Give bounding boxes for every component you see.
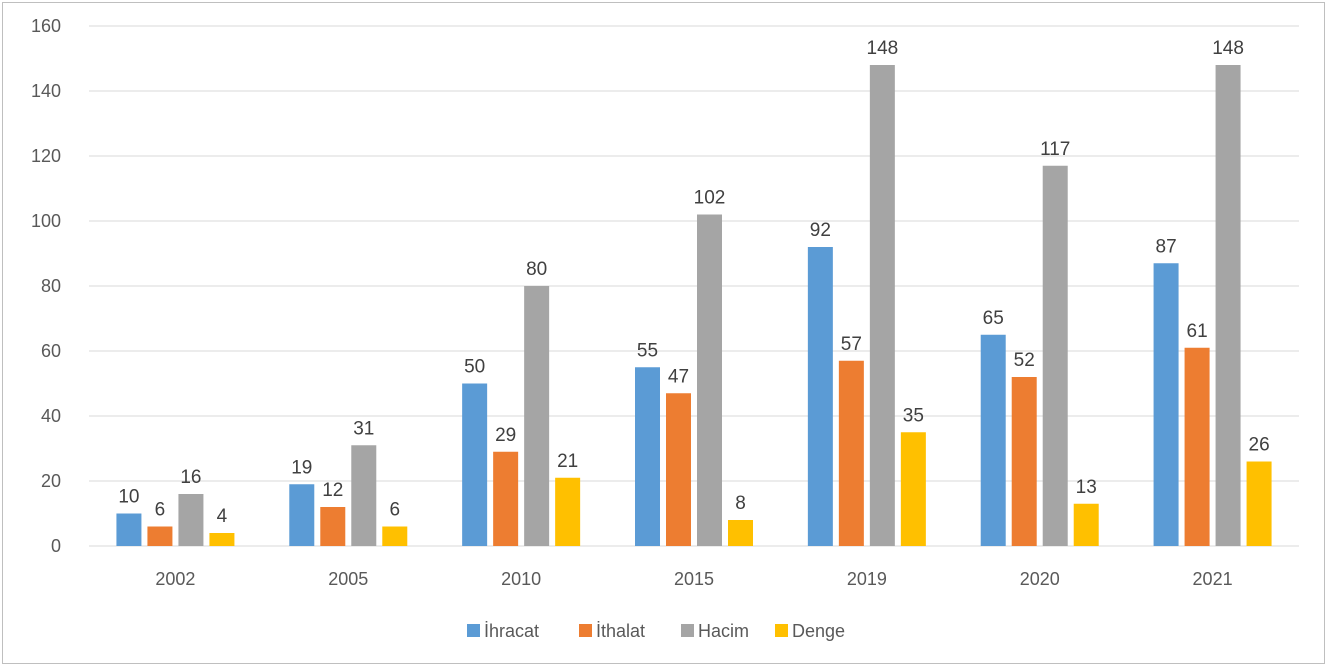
bar-hacim-2002 bbox=[178, 494, 204, 546]
legend-label: İthalat bbox=[596, 621, 645, 641]
data-labels: 1061641912316502980215547102892571483565… bbox=[118, 38, 1269, 527]
bar-denge-2019 bbox=[900, 432, 926, 546]
data-label: 52 bbox=[1014, 350, 1035, 371]
x-tick-label: 2005 bbox=[328, 569, 368, 589]
data-label: 57 bbox=[841, 334, 862, 355]
data-label: 31 bbox=[353, 418, 374, 439]
data-label: 6 bbox=[155, 500, 166, 521]
x-tick-label: 2010 bbox=[501, 569, 541, 589]
data-label: 50 bbox=[464, 357, 485, 378]
data-label: 13 bbox=[1076, 477, 1097, 498]
bar-i̇thalat-2020 bbox=[1011, 377, 1037, 546]
y-tick-label: 100 bbox=[31, 211, 61, 231]
x-tick-label: 2019 bbox=[847, 569, 887, 589]
bar-denge-2002 bbox=[209, 533, 235, 546]
legend-label: Hacim bbox=[698, 621, 749, 641]
bar-denge-2021 bbox=[1246, 461, 1272, 546]
bar-i̇thalat-2005 bbox=[320, 507, 346, 546]
y-tick-label: 40 bbox=[41, 406, 61, 426]
data-label: 148 bbox=[867, 38, 899, 59]
legend-item-i̇thalat: İthalat bbox=[579, 621, 645, 641]
data-label: 117 bbox=[1040, 139, 1070, 160]
legend-swatch bbox=[775, 624, 788, 637]
bar-i̇hracat-2021 bbox=[1153, 263, 1179, 546]
data-label: 21 bbox=[557, 451, 578, 472]
bar-denge-2020 bbox=[1073, 503, 1099, 546]
bars bbox=[116, 65, 1272, 546]
bar-denge-2015 bbox=[728, 520, 753, 546]
data-label: 92 bbox=[810, 220, 831, 241]
data-label: 55 bbox=[637, 340, 658, 361]
data-label: 26 bbox=[1249, 435, 1270, 456]
bar-i̇thalat-2021 bbox=[1184, 347, 1210, 546]
gridlines bbox=[89, 25, 1299, 482]
y-tick-label: 120 bbox=[31, 146, 61, 166]
legend-swatch bbox=[681, 624, 694, 637]
bar-hacim-2005 bbox=[351, 445, 377, 546]
bar-i̇thalat-2002 bbox=[147, 526, 173, 546]
data-label: 6 bbox=[389, 500, 400, 521]
bar-hacim-2019 bbox=[869, 65, 895, 546]
legend-label: Denge bbox=[792, 621, 845, 641]
y-tick-label: 60 bbox=[41, 341, 61, 361]
x-axis-ticks: 2002 2005 2010 2015 2019 2020 2021 bbox=[155, 569, 1232, 589]
x-tick-label: 2021 bbox=[1193, 569, 1233, 589]
bar-i̇hracat-2010 bbox=[462, 383, 488, 546]
bar-denge-2005 bbox=[382, 526, 408, 546]
data-label: 8 bbox=[735, 493, 746, 514]
data-label: 80 bbox=[526, 259, 547, 280]
data-label: 12 bbox=[322, 480, 343, 501]
data-label: 10 bbox=[118, 487, 139, 508]
y-tick-label: 80 bbox=[41, 276, 61, 296]
data-label: 61 bbox=[1187, 321, 1208, 342]
bar-i̇thalat-2019 bbox=[838, 360, 864, 546]
data-label: 4 bbox=[217, 506, 228, 527]
bar-i̇hracat-2019 bbox=[807, 247, 833, 546]
y-tick-label: 0 bbox=[51, 536, 61, 556]
legend-item-hacim: Hacim bbox=[681, 621, 749, 641]
x-tick-label: 2015 bbox=[674, 569, 714, 589]
legend-swatch bbox=[579, 624, 592, 637]
bar-i̇hracat-2015 bbox=[635, 367, 660, 546]
data-label: 29 bbox=[495, 425, 516, 446]
bar-denge-2010 bbox=[555, 477, 581, 546]
data-label: 47 bbox=[668, 366, 689, 387]
bar-i̇thalat-2015 bbox=[666, 393, 691, 546]
y-axis-ticks: 0 20 40 60 80 100 120 140 160 bbox=[31, 16, 61, 556]
bar-hacim-2015 bbox=[697, 214, 722, 546]
x-tick-label: 2002 bbox=[155, 569, 195, 589]
bar-hacim-2020 bbox=[1042, 165, 1068, 546]
bar-i̇thalat-2010 bbox=[493, 451, 519, 546]
bar-hacim-2010 bbox=[524, 286, 550, 546]
legend-item-i̇hracat: İhracat bbox=[467, 621, 539, 641]
bar-hacim-2021 bbox=[1215, 65, 1241, 546]
data-label: 65 bbox=[983, 308, 1004, 329]
y-tick-label: 140 bbox=[31, 81, 61, 101]
data-label: 102 bbox=[694, 188, 726, 209]
y-tick-label: 20 bbox=[41, 471, 61, 491]
legend: İhracat İthalat Hacim Denge bbox=[467, 621, 845, 641]
x-tick-label: 2020 bbox=[1020, 569, 1060, 589]
data-label: 16 bbox=[180, 467, 201, 488]
data-label: 87 bbox=[1156, 236, 1177, 257]
bar-i̇hracat-2020 bbox=[980, 334, 1006, 546]
y-tick-label: 160 bbox=[31, 16, 61, 36]
bar-i̇hracat-2002 bbox=[116, 513, 142, 546]
legend-swatch bbox=[467, 624, 480, 637]
data-label: 19 bbox=[291, 457, 312, 478]
data-label: 148 bbox=[1212, 38, 1244, 59]
legend-item-denge: Denge bbox=[775, 621, 845, 641]
bar-i̇hracat-2005 bbox=[289, 484, 315, 546]
data-label: 35 bbox=[903, 405, 924, 426]
legend-label: İhracat bbox=[484, 621, 539, 641]
